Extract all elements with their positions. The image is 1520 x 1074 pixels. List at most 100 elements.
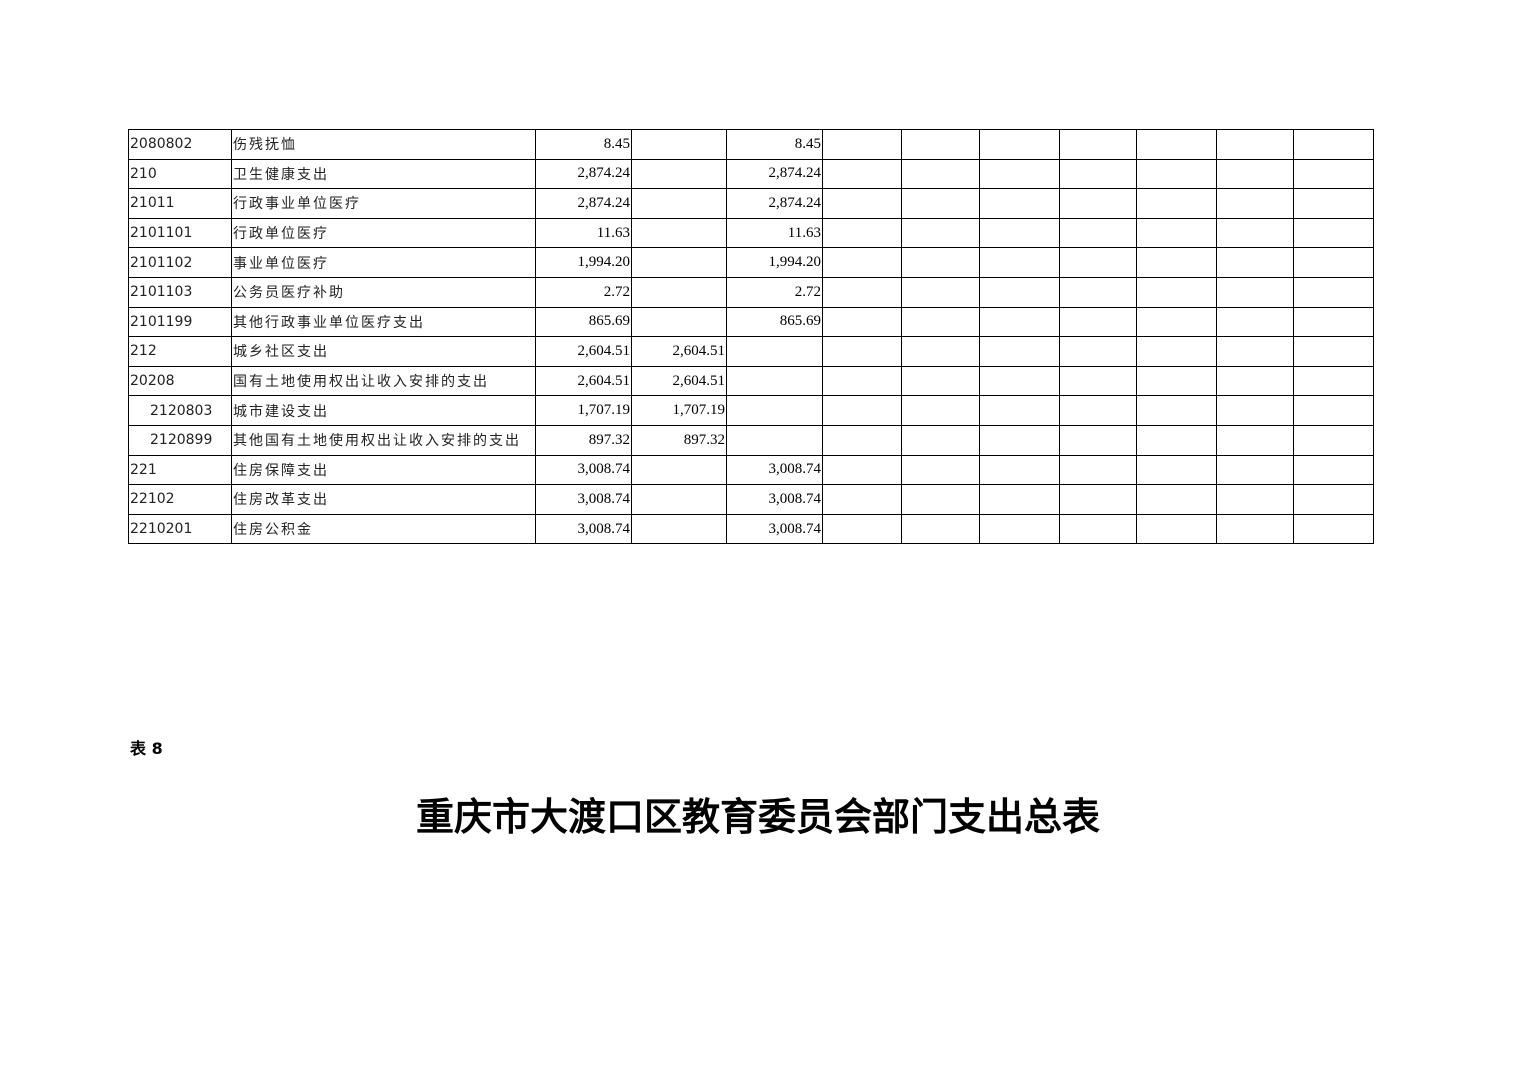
row-code: 21011 [128, 188, 232, 219]
table-row: 212 城乡社区支出 2,604.51 2,604.51 [128, 336, 1374, 367]
empty-cell [979, 306, 1060, 338]
empty-cell [1059, 217, 1137, 249]
row-code: 210 [128, 158, 232, 190]
table-row: 2101102 事业单位医疗 1,994.20 1,994.20 [128, 247, 1374, 278]
empty-cell [822, 336, 902, 367]
row-total: 2,604.51 [535, 365, 632, 397]
empty-cell [1059, 129, 1137, 160]
row-name: 伤残抚恤 [231, 129, 536, 160]
row-value-2 [631, 306, 727, 338]
empty-cell [979, 247, 1060, 278]
row-name: 其他行政事业单位医疗支出 [231, 306, 536, 338]
empty-cell [822, 395, 902, 426]
empty-cell [1216, 188, 1294, 219]
row-value-2: 2,604.51 [631, 365, 727, 397]
empty-cell [1293, 454, 1374, 486]
empty-cell [1059, 365, 1137, 397]
row-total: 865.69 [535, 306, 632, 338]
empty-cell [1216, 484, 1294, 515]
empty-cell [1293, 513, 1374, 545]
empty-cell [1136, 424, 1217, 456]
empty-cell [901, 276, 980, 308]
table-row: 21011 行政事业单位医疗 2,874.24 2,874.24 [128, 188, 1374, 219]
row-code: 221 [128, 454, 232, 486]
empty-cell [822, 217, 902, 249]
row-value-2 [631, 276, 727, 308]
table-row: 221 住房保障支出 3,008.74 3,008.74 [128, 454, 1374, 486]
empty-cell [1059, 484, 1137, 515]
empty-cell [1216, 306, 1294, 338]
empty-cell [822, 306, 902, 338]
row-name: 其他国有土地使用权出让收入安排的支出 [231, 424, 536, 456]
empty-cell [1216, 454, 1294, 486]
empty-cell [1293, 188, 1374, 219]
empty-cell [901, 306, 980, 338]
empty-cell [1136, 217, 1217, 249]
empty-cell [1136, 454, 1217, 486]
row-value-3: 2,874.24 [726, 158, 823, 190]
empty-cell [1293, 247, 1374, 278]
empty-cell [1293, 129, 1374, 160]
empty-cell [979, 188, 1060, 219]
empty-cell [979, 129, 1060, 160]
empty-cell [822, 276, 902, 308]
row-code: 2101199 [128, 306, 232, 338]
empty-cell [1136, 158, 1217, 190]
empty-cell [1059, 513, 1137, 545]
empty-cell [822, 247, 902, 278]
empty-cell [1216, 276, 1294, 308]
row-total: 2,874.24 [535, 188, 632, 219]
table-row: 2101101 行政单位医疗 11.63 11.63 [128, 217, 1374, 249]
row-value-3 [726, 365, 823, 397]
row-code: 2080802 [128, 129, 232, 160]
table-row: 22102 住房改革支出 3,008.74 3,008.74 [128, 484, 1374, 515]
empty-cell [901, 395, 980, 426]
empty-cell [979, 217, 1060, 249]
row-code: 2101103 [128, 276, 232, 308]
row-name: 住房改革支出 [231, 484, 536, 515]
row-total: 3,008.74 [535, 513, 632, 545]
empty-cell [822, 365, 902, 397]
row-value-2 [631, 454, 727, 486]
row-code: 212 [128, 336, 232, 367]
empty-cell [1059, 395, 1137, 426]
empty-cell [1136, 365, 1217, 397]
empty-cell [979, 276, 1060, 308]
empty-cell [1216, 217, 1294, 249]
table-row: 2120899 其他国有土地使用权出让收入安排的支出 897.32 897.32 [128, 424, 1374, 456]
empty-cell [1059, 158, 1137, 190]
empty-cell [822, 513, 902, 545]
empty-cell [979, 484, 1060, 515]
empty-cell [979, 365, 1060, 397]
row-name: 行政事业单位医疗 [231, 188, 536, 219]
empty-cell [1059, 247, 1137, 278]
row-value-2 [631, 217, 727, 249]
row-code: 2120899 [128, 424, 232, 456]
empty-cell [822, 188, 902, 219]
empty-cell [979, 158, 1060, 190]
empty-cell [822, 158, 902, 190]
empty-cell [1216, 158, 1294, 190]
empty-cell [979, 424, 1060, 456]
row-total: 11.63 [535, 217, 632, 249]
empty-cell [1293, 395, 1374, 426]
row-name: 城市建设支出 [231, 395, 536, 426]
empty-cell [901, 129, 980, 160]
row-value-2 [631, 129, 727, 160]
row-name: 公务员医疗补助 [231, 276, 536, 308]
empty-cell [822, 454, 902, 486]
empty-cell [901, 513, 980, 545]
row-total: 1,994.20 [535, 247, 632, 278]
row-total: 2,604.51 [535, 336, 632, 367]
empty-cell [901, 454, 980, 486]
row-name: 城乡社区支出 [231, 336, 536, 367]
table-row: 2101199 其他行政事业单位医疗支出 865.69 865.69 [128, 306, 1374, 338]
empty-cell [1293, 217, 1374, 249]
empty-cell [1293, 276, 1374, 308]
row-value-3: 1,994.20 [726, 247, 823, 278]
row-total: 3,008.74 [535, 454, 632, 486]
empty-cell [1293, 158, 1374, 190]
empty-cell [979, 454, 1060, 486]
empty-cell [1136, 513, 1217, 545]
row-value-2 [631, 484, 727, 515]
